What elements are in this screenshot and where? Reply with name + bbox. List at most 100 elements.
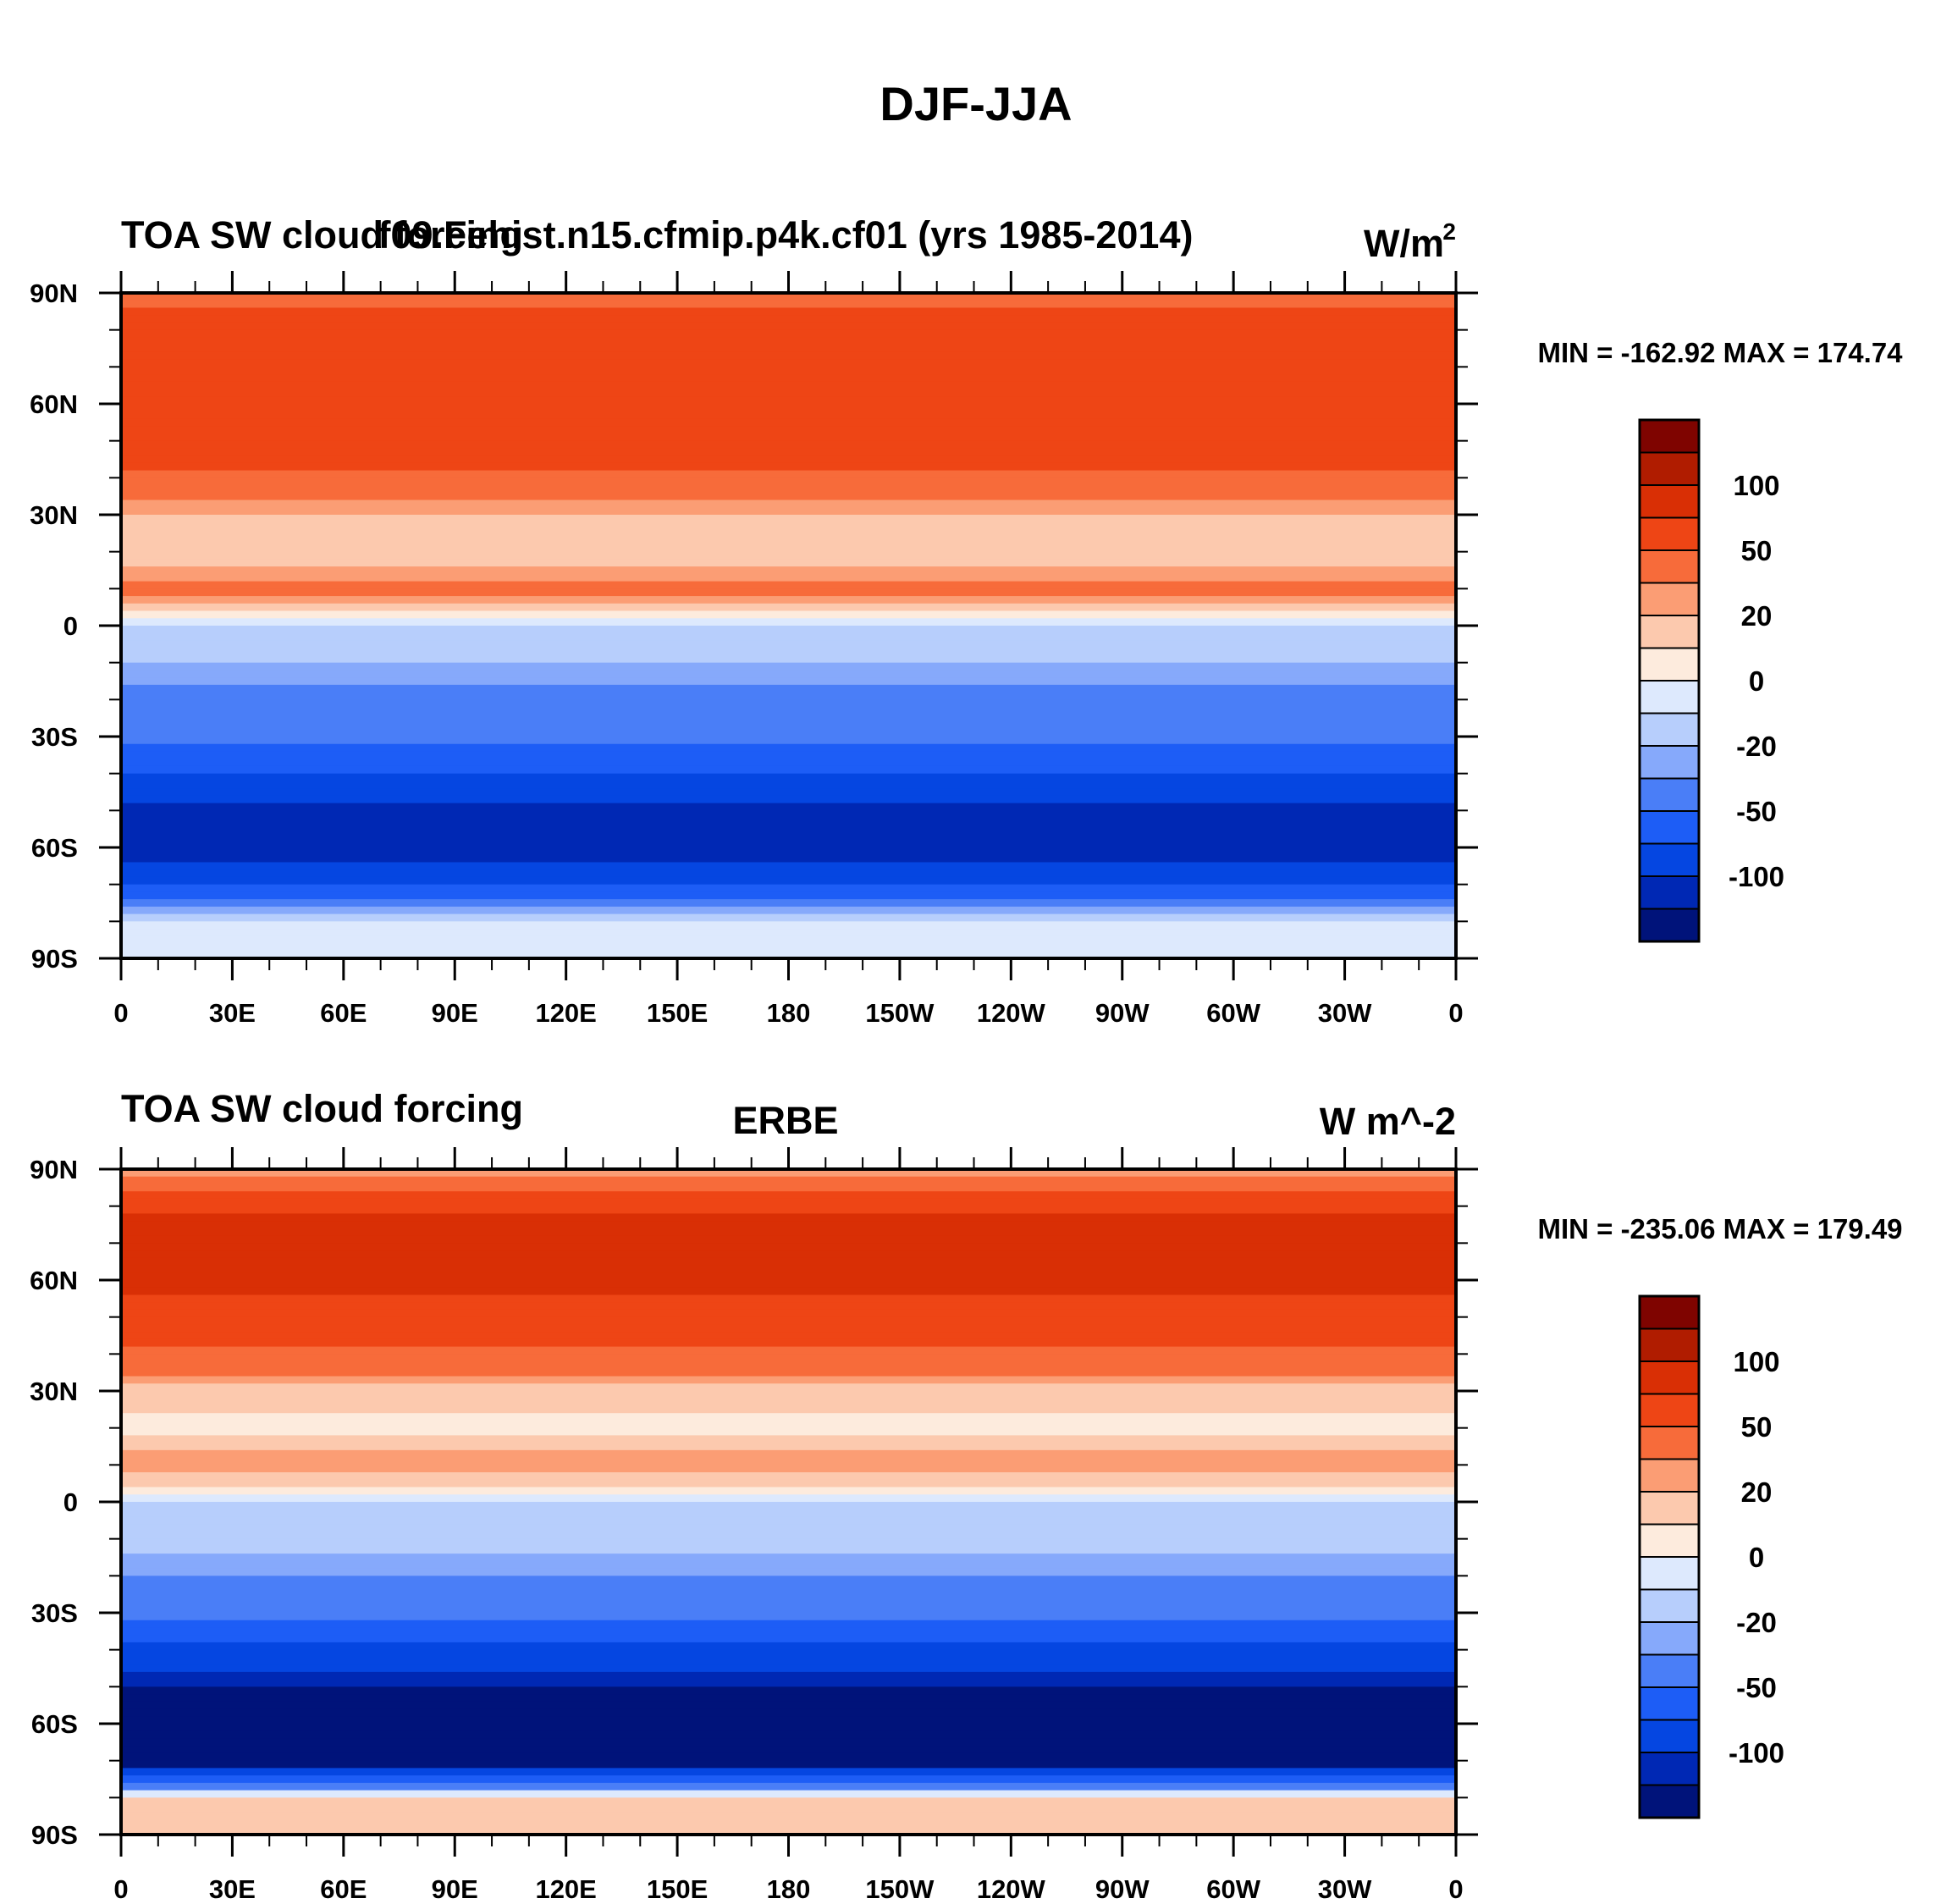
- field-band: [121, 1272, 1456, 1281]
- units-label: W m^-2: [1320, 1100, 1456, 1143]
- field-band: [121, 803, 1456, 811]
- field-band: [121, 573, 1456, 582]
- field-band: [121, 1383, 1456, 1392]
- field-band: [121, 1169, 1456, 1178]
- x-tick-label: 150E: [647, 1874, 708, 1904]
- field-band: [121, 1443, 1456, 1451]
- field-band: [121, 1302, 1456, 1311]
- field-band: [121, 1494, 1456, 1503]
- colorbar-label: -50: [1736, 796, 1777, 827]
- colorbar-label: 0: [1749, 1542, 1764, 1573]
- field-band: [121, 751, 1456, 759]
- field-band: [121, 329, 1456, 338]
- field-band: [121, 1583, 1456, 1592]
- x-tick-label: 90W: [1095, 1874, 1150, 1904]
- field-band: [121, 654, 1456, 664]
- field-band: [121, 581, 1456, 589]
- x-tick-label: 120W: [977, 998, 1046, 1028]
- field-band: [121, 935, 1456, 945]
- field-band: [121, 1568, 1456, 1576]
- field-band: [121, 913, 1456, 922]
- field-band: [121, 1724, 1456, 1732]
- colorbar-box: [1639, 1784, 1700, 1818]
- field-band: [121, 1760, 1456, 1769]
- field-band: [121, 1590, 1456, 1599]
- colorbar-label: 100: [1733, 470, 1779, 501]
- field-band: [121, 1487, 1456, 1495]
- field-band: [121, 596, 1456, 604]
- field-band: [121, 1708, 1456, 1717]
- field-band: [121, 1176, 1456, 1185]
- colorbar-box: [1639, 647, 1700, 682]
- colorbar-box: [1639, 1588, 1700, 1623]
- colorbar-label: 20: [1741, 1476, 1773, 1508]
- field-band: [121, 1221, 1456, 1229]
- x-tick-label: 180: [767, 998, 811, 1028]
- field-band: [121, 1420, 1456, 1429]
- colorbar-box: [1639, 582, 1700, 616]
- field-band: [121, 825, 1456, 834]
- colorbar-box: [1639, 1360, 1700, 1395]
- field-band: [121, 477, 1456, 486]
- field-band: [121, 1206, 1456, 1214]
- field-band: [121, 773, 1456, 781]
- colorbar-label: 50: [1741, 535, 1773, 566]
- field-band: [121, 729, 1456, 737]
- field-band: [121, 1546, 1456, 1554]
- field-band: [121, 1827, 1456, 1835]
- figure-title: DJF-JJA: [880, 77, 1072, 130]
- field-band: [121, 1257, 1456, 1267]
- field-band: [121, 381, 1456, 390]
- y-tick-label: 60N: [30, 389, 78, 419]
- field-band: [121, 499, 1456, 508]
- y-tick-label: 30S: [31, 1598, 78, 1628]
- field-band: [121, 692, 1456, 700]
- y-tick-label: 60S: [31, 833, 78, 863]
- field-band: [121, 1620, 1456, 1629]
- y-tick-label: 90N: [30, 1155, 78, 1184]
- field-band: [121, 433, 1456, 442]
- field-band: [121, 1694, 1456, 1703]
- colorbar-box: [1639, 419, 1700, 454]
- field-band: [121, 759, 1456, 767]
- field-band: [121, 515, 1456, 523]
- field-band: [121, 662, 1456, 671]
- field-band: [121, 1627, 1456, 1636]
- colorbar-box: [1639, 549, 1700, 584]
- colorbar-label: -20: [1736, 731, 1777, 762]
- field-band: [121, 389, 1456, 397]
- x-tick-label: 0: [113, 1874, 128, 1904]
- field-band: [121, 781, 1456, 789]
- min-max-label: MIN = -162.92 MAX = 174.74: [1537, 337, 1903, 368]
- x-tick-label: 60E: [320, 1874, 367, 1904]
- colorbar-box: [1639, 1556, 1700, 1591]
- field-band: [121, 854, 1456, 864]
- x-tick-label: 60W: [1206, 1874, 1260, 1904]
- map-panel-2: 0 30E 60E 90E 120E 150E 180 150W 120W 90W 60W 30W 0 9…: [30, 1087, 1902, 1904]
- field-band: [121, 1368, 1456, 1377]
- x-tick-label: 0: [1448, 998, 1463, 1028]
- x-tick-label: 30E: [209, 1874, 256, 1904]
- field-band: [121, 492, 1456, 501]
- field-band: [121, 847, 1456, 856]
- field-band: [121, 1605, 1456, 1614]
- field-band: [121, 1332, 1456, 1340]
- x-tick-label: 60W: [1206, 998, 1260, 1028]
- colorbar-box: [1639, 1295, 1700, 1330]
- field-band: [121, 1191, 1456, 1200]
- field-band: [121, 721, 1456, 730]
- field-band: [121, 640, 1456, 648]
- x-tick-label: 60E: [320, 998, 367, 1028]
- field-band: [121, 684, 1456, 693]
- field-band: [121, 943, 1456, 952]
- x-tick-label: 90E: [432, 1874, 478, 1904]
- x-tick-label: 120E: [535, 1874, 596, 1904]
- field-band: [121, 374, 1456, 383]
- y-tick-label: 90S: [31, 944, 78, 974]
- y-tick-label: 0: [63, 1487, 78, 1517]
- field-band: [121, 1538, 1456, 1547]
- field-band: [121, 1184, 1456, 1192]
- field-band: [121, 1280, 1456, 1289]
- field-band: [121, 1701, 1456, 1710]
- field-band: [121, 1797, 1456, 1806]
